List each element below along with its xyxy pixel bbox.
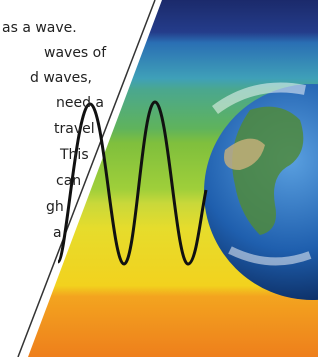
page: as a wave. waves of d waves, need a travel Th… [0, 0, 318, 357]
text-line: This [59, 147, 89, 163]
illustration: as a wave. waves of d waves, need a travel Th… [0, 0, 318, 357]
text-line: as a wave. [2, 20, 77, 36]
text-line: need a [56, 95, 104, 111]
text-line: travel [54, 121, 95, 137]
text-line: d waves, [30, 70, 92, 86]
text-line: gh [46, 199, 64, 215]
text-line: can [56, 173, 81, 189]
text-line: waves of [44, 45, 107, 61]
text-line: a [53, 225, 62, 241]
